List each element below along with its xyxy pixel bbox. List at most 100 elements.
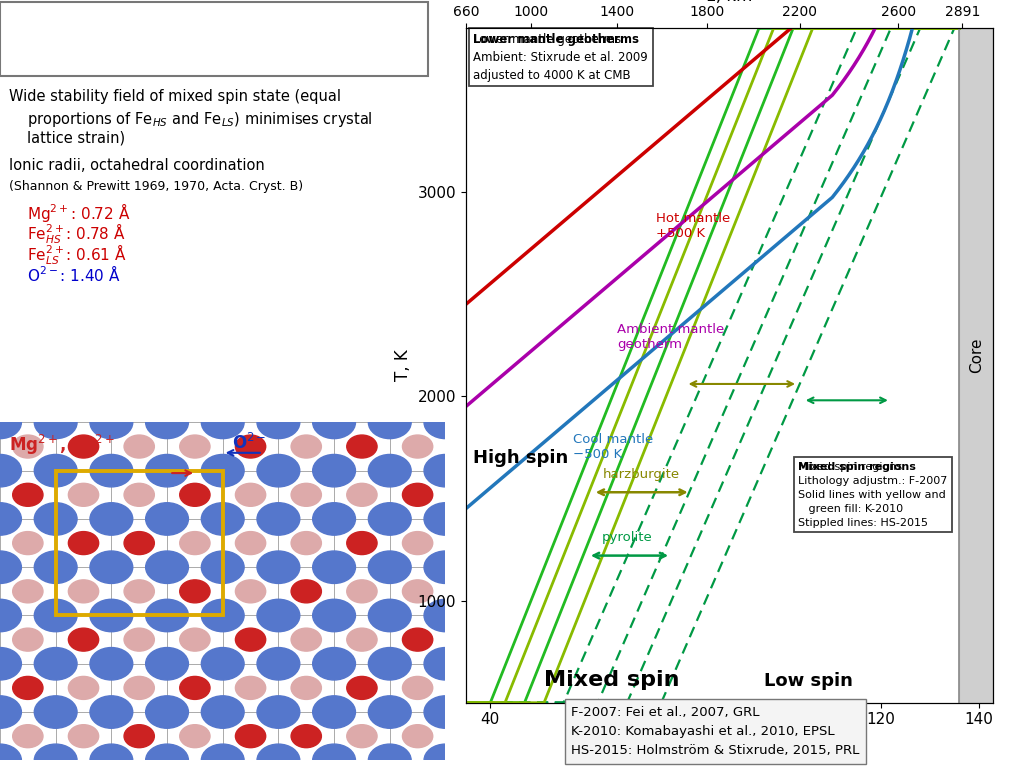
Text: Wide stability field of mixed spin state (equal: Wide stability field of mixed spin state…: [9, 88, 341, 104]
Circle shape: [90, 599, 133, 632]
Circle shape: [312, 696, 355, 728]
Text: Lower mantle geotherms: Lower mantle geotherms: [473, 32, 639, 45]
Circle shape: [0, 406, 22, 439]
Circle shape: [291, 725, 322, 748]
Circle shape: [402, 677, 433, 700]
Circle shape: [424, 503, 467, 535]
Bar: [55, 471, 223, 615]
X-axis label: z, km: z, km: [707, 0, 753, 5]
Circle shape: [291, 677, 322, 700]
Circle shape: [145, 406, 188, 439]
Text: Mixed spin: Mixed spin: [544, 670, 680, 690]
Circle shape: [402, 580, 433, 603]
Circle shape: [69, 435, 98, 458]
Text: Lower mantle geotherms
Ambient: Stixrude et al. 2009
adjusted to 4000 K at CMB: Lower mantle geotherms Ambient: Stixrude…: [473, 32, 648, 81]
Circle shape: [369, 696, 412, 728]
Circle shape: [145, 744, 188, 768]
Circle shape: [347, 580, 377, 603]
Circle shape: [312, 455, 355, 487]
Circle shape: [347, 435, 377, 458]
Circle shape: [69, 725, 98, 748]
Circle shape: [424, 599, 467, 632]
Circle shape: [236, 628, 265, 651]
Circle shape: [347, 483, 377, 506]
Circle shape: [369, 503, 412, 535]
Text: Mg$^{2+}$: 0.72 Å: Mg$^{2+}$: 0.72 Å: [27, 200, 130, 223]
Circle shape: [202, 406, 244, 439]
Circle shape: [402, 531, 433, 554]
Circle shape: [347, 531, 377, 554]
Circle shape: [257, 551, 300, 584]
Circle shape: [202, 744, 244, 768]
Circle shape: [34, 647, 77, 680]
Circle shape: [236, 435, 265, 458]
Circle shape: [145, 455, 188, 487]
Circle shape: [0, 503, 22, 535]
Text: O$^{2-}$: 1.40 Å: O$^{2-}$: 1.40 Å: [27, 264, 120, 284]
Circle shape: [69, 531, 98, 554]
Circle shape: [236, 677, 265, 700]
Circle shape: [90, 647, 133, 680]
Circle shape: [369, 406, 412, 439]
Text: High spin: High spin: [473, 449, 568, 466]
Circle shape: [69, 677, 98, 700]
Circle shape: [145, 696, 188, 728]
Circle shape: [369, 744, 412, 768]
Circle shape: [34, 744, 77, 768]
Circle shape: [90, 406, 133, 439]
Circle shape: [90, 455, 133, 487]
Circle shape: [145, 503, 188, 535]
Circle shape: [312, 551, 355, 584]
Circle shape: [257, 696, 300, 728]
Circle shape: [124, 531, 155, 554]
Circle shape: [347, 677, 377, 700]
Circle shape: [202, 455, 244, 487]
Circle shape: [12, 531, 43, 554]
Circle shape: [257, 406, 300, 439]
FancyBboxPatch shape: [0, 2, 428, 76]
Circle shape: [291, 580, 322, 603]
Circle shape: [236, 580, 265, 603]
Circle shape: [90, 696, 133, 728]
Text: Mixed spin regions: Mixed spin regions: [798, 462, 915, 472]
Circle shape: [291, 435, 322, 458]
Circle shape: [34, 551, 77, 584]
Circle shape: [424, 647, 467, 680]
Circle shape: [402, 483, 433, 506]
Text: Low spin: Low spin: [764, 673, 853, 690]
Circle shape: [312, 406, 355, 439]
Circle shape: [0, 599, 22, 632]
Circle shape: [257, 455, 300, 487]
Circle shape: [424, 455, 467, 487]
Circle shape: [180, 580, 210, 603]
Text: Mixed spin regions
Lithology adjustm.: F-2007
Solid lines with yellow and
   gre: Mixed spin regions Lithology adjustm.: F…: [798, 462, 947, 528]
Circle shape: [291, 483, 322, 506]
Circle shape: [257, 647, 300, 680]
Circle shape: [124, 628, 155, 651]
Circle shape: [0, 647, 22, 680]
Circle shape: [369, 599, 412, 632]
Circle shape: [291, 628, 322, 651]
Circle shape: [202, 647, 244, 680]
Circle shape: [145, 599, 188, 632]
Circle shape: [312, 503, 355, 535]
Text: Cool mantle
−500 K: Cool mantle −500 K: [573, 433, 653, 461]
Circle shape: [0, 551, 22, 584]
Circle shape: [12, 628, 43, 651]
Circle shape: [180, 531, 210, 554]
Circle shape: [69, 580, 98, 603]
Circle shape: [0, 696, 22, 728]
Circle shape: [347, 628, 377, 651]
Circle shape: [180, 677, 210, 700]
Circle shape: [424, 744, 467, 768]
Circle shape: [347, 725, 377, 748]
Circle shape: [90, 503, 133, 535]
Text: Core: Core: [969, 338, 984, 373]
Text: lattice strain): lattice strain): [27, 131, 125, 146]
Circle shape: [236, 483, 265, 506]
Circle shape: [369, 551, 412, 584]
X-axis label: p, GPa: p, GPa: [697, 733, 762, 751]
Circle shape: [124, 677, 155, 700]
Circle shape: [402, 435, 433, 458]
Circle shape: [90, 744, 133, 768]
